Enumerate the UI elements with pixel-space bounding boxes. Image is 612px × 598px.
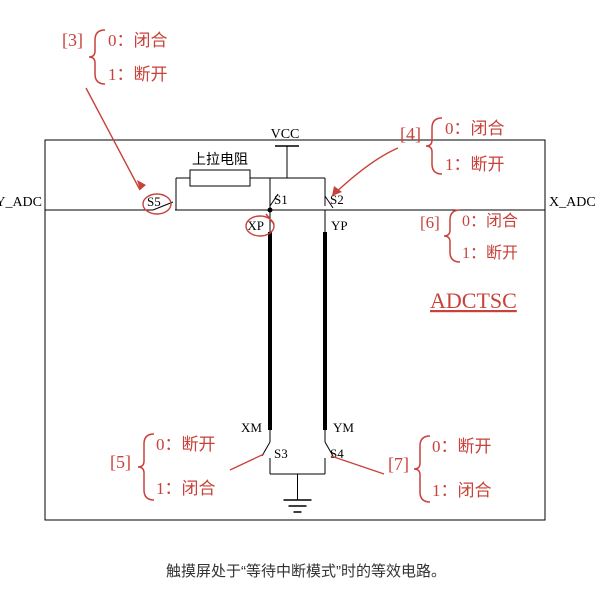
svg-text:[5]: [5] [110,452,131,472]
svg-text:YP: YP [331,218,348,233]
svg-text:0：闭合: 0：闭合 [445,119,505,138]
svg-text:[7]: [7] [388,454,409,474]
svg-text:1：闭合: 1：闭合 [432,481,492,500]
svg-text:X_ADC: X_ADC [549,195,596,210]
svg-text:[6]: [6] [420,213,440,232]
svg-text:S2: S2 [330,192,344,207]
svg-text:0：断开: 0：断开 [432,437,492,456]
annotation-layer: [3] 0：闭合 1：断开 [4] 0：闭合 1：断开 [6] 0：闭合 1：断开 ADCTSC [… [62,30,518,502]
svg-text:YM: YM [333,420,354,435]
svg-text:0：闭合: 0：闭合 [462,212,518,230]
svg-text:XM: XM [241,420,262,435]
svg-text:1：断开: 1：断开 [445,155,505,174]
svg-text:0：断开: 0：断开 [156,435,216,454]
svg-text:1：断开: 1：断开 [108,65,168,84]
schematic-layer: VCC上拉电阻S5Y_ADCX_ADCS1S2XPYPXMYMS3S4 [0,127,596,520]
svg-text:S1: S1 [274,192,288,207]
svg-text:上拉电阻: 上拉电阻 [192,152,248,168]
svg-text:1：闭合: 1：闭合 [156,479,216,498]
circuit-diagram: VCC上拉电阻S5Y_ADCX_ADCS1S2XPYPXMYMS3S4 [3]0… [0,0,612,598]
svg-text:[3]: [3] [62,30,83,50]
svg-text:1：断开: 1：断开 [462,244,518,262]
caption: 触摸屏处于“等待中断模式”时的等效电路。 [0,560,612,581]
svg-text:VCC: VCC [271,127,300,142]
svg-text:ADCTSC: ADCTSC [430,288,517,313]
svg-text:S3: S3 [274,446,288,461]
svg-text:[4]: [4] [400,124,421,144]
svg-text:Y_ADC: Y_ADC [0,195,42,210]
svg-text:XP: XP [247,218,264,233]
svg-text:0：闭合: 0：闭合 [108,31,168,50]
